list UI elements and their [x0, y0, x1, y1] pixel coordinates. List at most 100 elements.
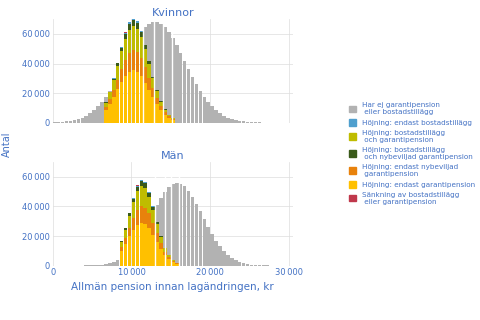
Bar [147, 90, 151, 123]
Bar [132, 26, 135, 51]
Bar [167, 259, 170, 266]
Bar [120, 69, 123, 123]
Bar [191, 197, 194, 266]
Bar [144, 28, 147, 123]
Bar [163, 115, 167, 123]
Bar [163, 252, 167, 255]
Bar [132, 18, 135, 20]
Bar [124, 229, 127, 238]
Bar [246, 122, 249, 123]
Bar [124, 255, 127, 266]
Bar [144, 188, 147, 207]
Bar [144, 50, 147, 67]
Bar [159, 237, 163, 244]
Bar [136, 242, 139, 266]
Bar [218, 113, 222, 123]
Bar [128, 72, 132, 123]
Bar [136, 186, 139, 187]
Bar [167, 115, 170, 116]
Bar [140, 222, 143, 266]
Bar [120, 242, 123, 247]
Bar [222, 116, 226, 123]
Bar [171, 184, 175, 266]
Bar [151, 213, 155, 266]
Bar [147, 64, 151, 77]
Bar [116, 66, 120, 80]
Bar [156, 222, 159, 224]
Bar [210, 234, 214, 266]
Bar [147, 192, 151, 193]
Bar [132, 70, 135, 123]
Bar [140, 206, 143, 222]
Bar [167, 255, 170, 257]
Bar [156, 98, 159, 104]
Bar [144, 183, 147, 188]
Bar [242, 263, 245, 266]
Bar [108, 100, 112, 104]
Bar [124, 61, 127, 123]
Bar [72, 120, 76, 123]
Bar [151, 22, 155, 123]
Bar [175, 263, 179, 264]
Bar [120, 48, 123, 51]
Bar [167, 116, 170, 118]
Bar [159, 236, 163, 237]
Bar [226, 255, 229, 266]
Bar [194, 204, 198, 266]
Bar [203, 219, 206, 266]
Bar [156, 224, 159, 233]
Bar [147, 24, 151, 123]
Text: Antal: Antal [2, 131, 12, 157]
Bar [253, 265, 257, 266]
Bar [124, 38, 127, 60]
Bar [179, 53, 182, 123]
X-axis label: Allmän pension innan lagändringen, kr: Allmän pension innan lagändringen, kr [72, 282, 274, 292]
Bar [147, 77, 151, 90]
Bar [108, 91, 112, 123]
Bar [171, 262, 175, 266]
Bar [128, 216, 132, 228]
Bar [112, 78, 116, 80]
Bar [206, 102, 210, 123]
Bar [156, 22, 159, 123]
Bar [128, 24, 132, 30]
Bar [159, 198, 163, 266]
Bar [136, 72, 139, 123]
Bar [100, 102, 104, 123]
Bar [128, 252, 132, 266]
Bar [258, 265, 261, 266]
Bar [120, 251, 123, 266]
Bar [128, 228, 132, 236]
Bar [159, 102, 163, 106]
Bar [151, 223, 155, 235]
Bar [218, 246, 222, 266]
Bar [183, 61, 186, 123]
Bar [167, 187, 170, 266]
Bar [226, 117, 229, 123]
Bar [69, 121, 72, 123]
Bar [171, 119, 175, 120]
Bar [92, 110, 96, 123]
Bar [210, 107, 214, 123]
Bar [136, 38, 139, 123]
Bar [128, 22, 132, 24]
Bar [156, 104, 159, 123]
Bar [144, 228, 147, 266]
Bar [199, 91, 202, 123]
Bar [116, 260, 120, 266]
Bar [136, 191, 139, 210]
Bar [171, 260, 175, 261]
Bar [136, 225, 139, 266]
Bar [140, 58, 143, 76]
Bar [147, 213, 151, 228]
Bar [159, 244, 163, 249]
Bar [124, 244, 127, 266]
Bar [84, 116, 88, 123]
Bar [128, 53, 132, 72]
Bar [128, 213, 132, 216]
Bar [151, 88, 155, 98]
Bar [140, 31, 143, 32]
Bar [183, 186, 186, 266]
Bar [203, 97, 206, 123]
Bar [147, 228, 151, 266]
